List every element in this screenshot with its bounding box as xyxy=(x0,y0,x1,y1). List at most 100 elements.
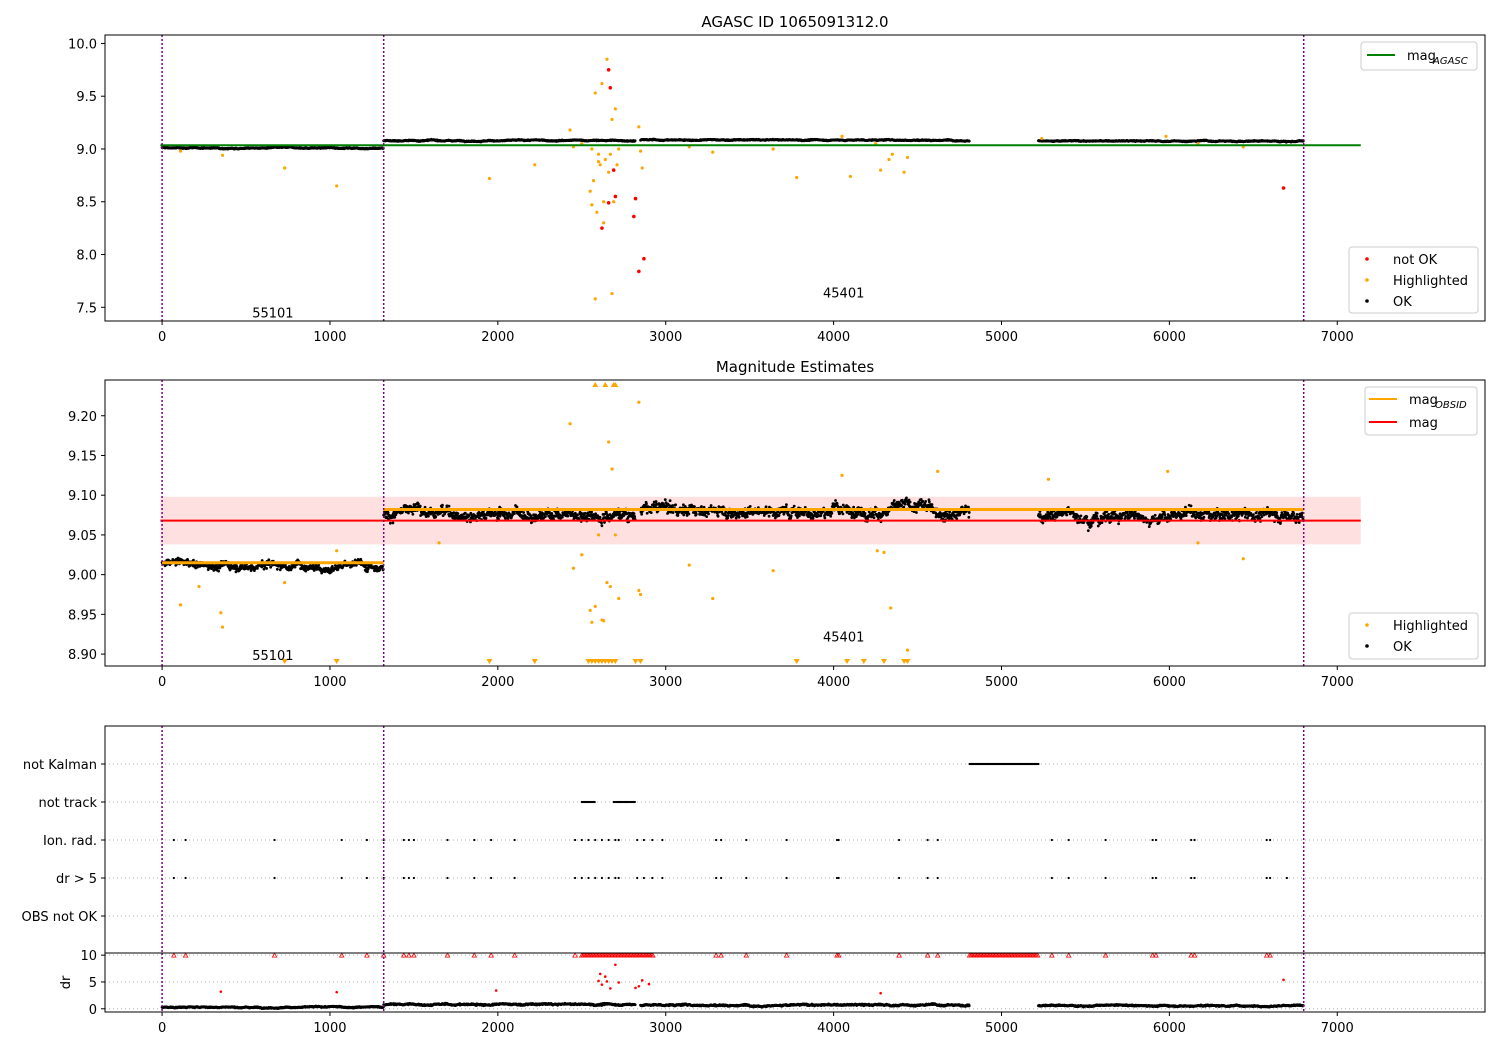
ok-point xyxy=(645,502,648,506)
legend-line-subscript: AGASC xyxy=(1432,56,1468,67)
ok-point xyxy=(700,505,703,508)
highlighted-point xyxy=(591,179,596,183)
highlighted-point xyxy=(711,150,715,154)
ok-point xyxy=(440,503,444,507)
highlighted-point xyxy=(848,174,853,179)
y-tick-label: 9.0 xyxy=(76,143,97,158)
highlighted-point xyxy=(613,107,617,111)
not-ok-point xyxy=(608,85,613,90)
highlighted-point xyxy=(905,155,910,160)
legend-marker xyxy=(1365,299,1369,303)
x-tick-label: 6000 xyxy=(1153,330,1186,345)
x-tick-label: 5000 xyxy=(985,330,1018,345)
ok-point xyxy=(835,501,839,505)
ok-point xyxy=(785,503,788,506)
x-tick-label: 1000 xyxy=(313,330,346,345)
x-tick-label: 0 xyxy=(158,330,166,345)
legend-marker xyxy=(1365,257,1369,261)
ok-point xyxy=(668,499,672,503)
ok-point xyxy=(633,515,637,518)
ok-point xyxy=(269,565,273,569)
highlighted-point xyxy=(600,81,604,86)
highlighted-point xyxy=(602,221,606,225)
highlighted-point xyxy=(220,153,225,157)
x-tick-label: 4000 xyxy=(817,330,850,345)
ok-point xyxy=(886,513,890,516)
ok-point xyxy=(829,514,833,518)
ok-point xyxy=(705,515,709,518)
ok-point xyxy=(217,569,220,573)
ok-point xyxy=(727,513,730,517)
ok-point xyxy=(836,505,840,509)
ok-point xyxy=(687,512,691,516)
highlighted-point xyxy=(590,203,594,207)
ok-point xyxy=(693,505,696,509)
highlighted-point xyxy=(595,210,599,214)
ok-point xyxy=(838,512,842,516)
highlighted-point xyxy=(637,125,641,129)
highlighted-point xyxy=(1164,134,1168,138)
chart-title: AGASC ID 1065091312.0 xyxy=(701,13,888,31)
y-tick-label: 10.0 xyxy=(68,37,97,52)
x-tick-label: 2000 xyxy=(481,330,514,345)
ok-point xyxy=(674,503,678,507)
obsid-label: 55101 xyxy=(252,307,293,322)
ok-point xyxy=(416,502,420,506)
highlighted-point xyxy=(640,166,644,170)
not-ok-point xyxy=(606,68,611,72)
not-ok-point xyxy=(632,214,636,219)
highlighted-point xyxy=(610,291,614,296)
ok-point xyxy=(716,514,720,518)
not-ok-point xyxy=(606,201,611,205)
highlighted-point xyxy=(1040,136,1044,141)
highlighted-point xyxy=(608,152,612,156)
ok-point xyxy=(737,515,741,519)
ok-point xyxy=(600,524,604,528)
ok-point xyxy=(967,139,971,143)
highlighted-point xyxy=(902,170,906,174)
highlighted-point xyxy=(178,149,183,153)
highlighted-point xyxy=(610,117,614,122)
ok-point xyxy=(694,512,698,516)
not-ok-point xyxy=(633,196,638,201)
not-ok-point xyxy=(613,194,618,199)
legend-marker xyxy=(1365,278,1369,282)
highlighted-point xyxy=(603,157,607,162)
ok-point xyxy=(777,513,781,517)
ok-point xyxy=(544,515,547,518)
legend-point-label: Highlighted xyxy=(1393,274,1468,289)
ok-point xyxy=(515,505,519,509)
ok-point xyxy=(748,505,752,508)
ok-point xyxy=(682,513,686,517)
ok-point xyxy=(823,516,827,520)
obsid-label: 45401 xyxy=(823,287,864,302)
x-tick-label: 3000 xyxy=(649,330,682,345)
not-ok-point xyxy=(611,168,616,172)
ok-point xyxy=(484,516,488,520)
highlighted-point xyxy=(602,200,606,204)
highlighted-point xyxy=(607,170,611,174)
ok-point xyxy=(583,511,587,515)
highlighted-point xyxy=(593,297,597,301)
ok-point xyxy=(834,499,837,502)
ok-point xyxy=(411,512,415,516)
ok-point xyxy=(671,511,675,514)
ok-point xyxy=(872,513,875,517)
highlighted-point xyxy=(771,147,775,151)
highlighted-point xyxy=(638,149,643,153)
ok-point xyxy=(789,514,793,518)
not-ok-point xyxy=(637,269,641,274)
legend-point-label: not OK xyxy=(1393,253,1438,268)
ok-point xyxy=(830,511,834,515)
chart-title: Magnitude Estimates xyxy=(716,358,874,376)
ok-point xyxy=(267,558,271,562)
ok-point xyxy=(726,516,730,520)
y-tick-label: 8.0 xyxy=(76,249,97,264)
not-ok-point xyxy=(1281,186,1286,190)
y-tick-label: 7.5 xyxy=(76,301,97,316)
ok-point xyxy=(645,511,649,515)
not-ok-point xyxy=(600,226,604,230)
highlighted-point xyxy=(887,157,891,162)
